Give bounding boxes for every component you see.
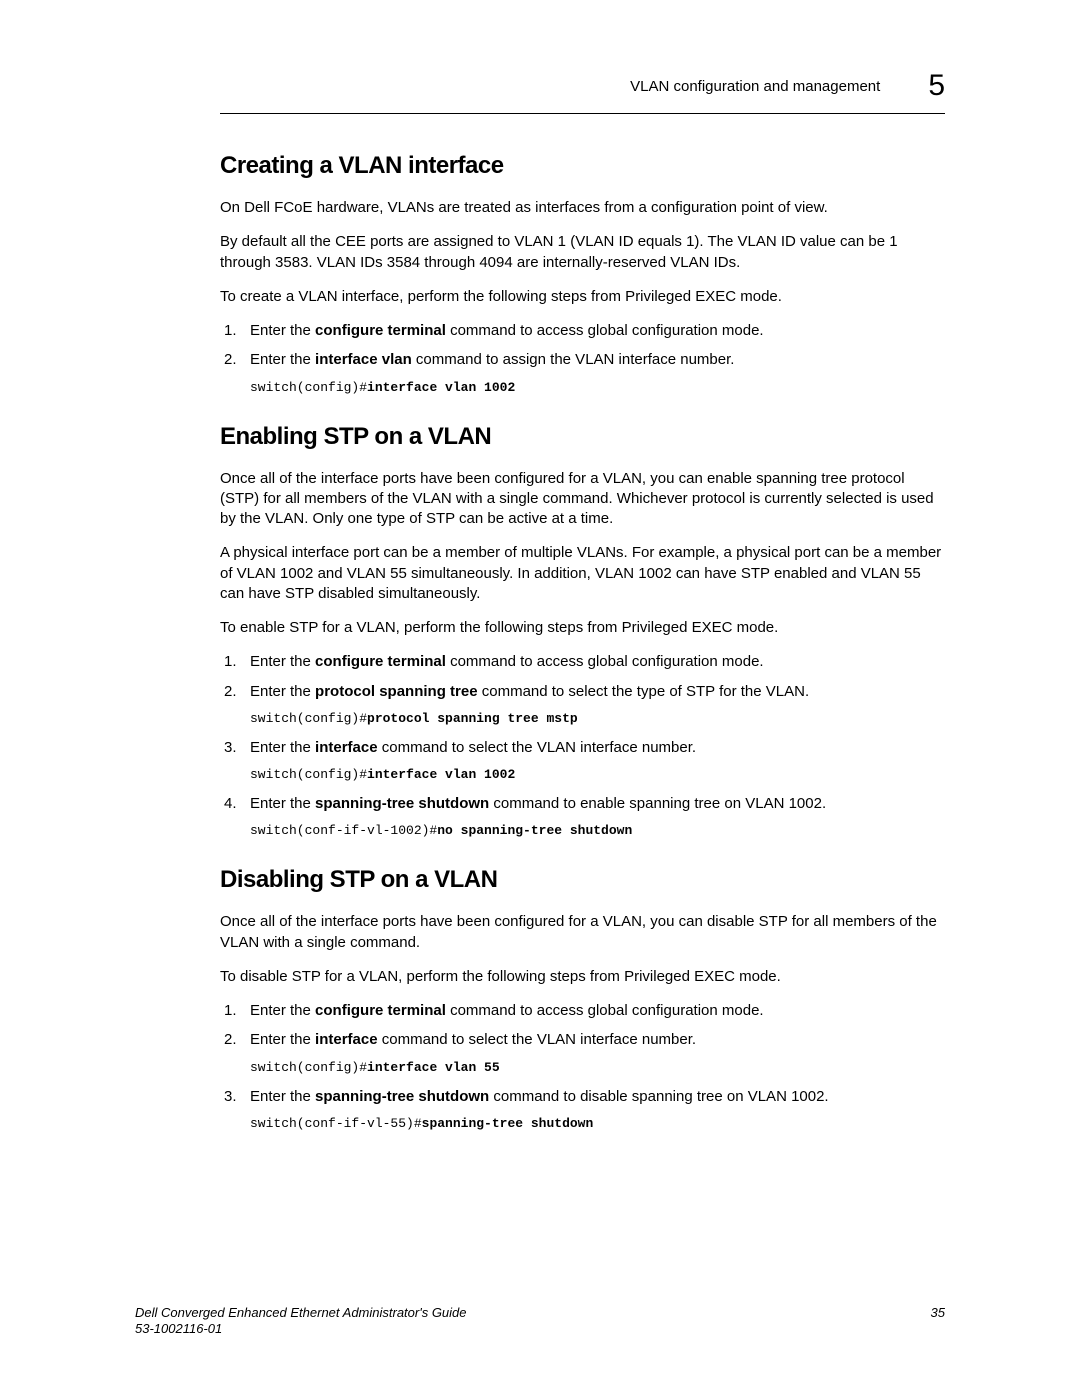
step-text-post: command to access global configuration m… [446, 322, 764, 339]
chapter-number: 5 [928, 69, 945, 103]
step-text-post: command to assign the VLAN interface num… [412, 351, 735, 368]
command-name: protocol spanning tree [315, 683, 478, 700]
code-prompt: switch(conf-if-vl-1002)# [250, 823, 437, 838]
section: Creating a VLAN interface On Dell FCoE ha… [220, 152, 945, 395]
footer-doc-title: Dell Converged Enhanced Ethernet Adminis… [135, 1305, 467, 1321]
step-item: Enter the spanning-tree shutdown command… [220, 794, 945, 814]
step-text-post: command to select the VLAN interface num… [378, 739, 697, 756]
step-list: Enter the configure terminal command to … [220, 321, 945, 395]
code-prompt: switch(config)# [250, 380, 367, 395]
page-content: VLAN configuration and management 5 Crea… [0, 0, 1080, 1131]
step-text-post: command to select the type of STP for th… [478, 683, 810, 700]
step-item: Enter the interface command to select th… [220, 1030, 945, 1050]
command-name: interface [315, 739, 378, 756]
step-text-pre: Enter the [250, 683, 315, 700]
footer-page-number: 35 [931, 1305, 945, 1320]
code-prompt: switch(config)# [250, 711, 367, 726]
code-example: switch(config)#interface vlan 55 [250, 1060, 945, 1075]
step-text-pre: Enter the [250, 653, 315, 670]
step-text-pre: Enter the [250, 351, 315, 368]
paragraph: To create a VLAN interface, perform the … [220, 287, 945, 307]
step-text-post: command to access global configuration m… [446, 653, 764, 670]
step-item: Enter the spanning-tree shutdown command… [220, 1087, 945, 1107]
paragraph: To disable STP for a VLAN, perform the f… [220, 967, 945, 987]
step-list: Enter the configure terminal command to … [220, 1001, 945, 1131]
code-example: switch(config)#interface vlan 1002 [250, 767, 945, 782]
header-rule [220, 113, 945, 114]
step-item: Enter the protocol spanning tree command… [220, 682, 945, 702]
step-text-pre: Enter the [250, 1031, 315, 1048]
code-prompt: switch(conf-if-vl-55)# [250, 1116, 422, 1131]
code-example: switch(conf-if-vl-1002)#no spanning-tree… [250, 823, 945, 838]
code-example: switch(conf-if-vl-55)#spanning-tree shut… [250, 1116, 945, 1131]
step-text-pre: Enter the [250, 322, 315, 339]
step-text-post: command to enable spanning tree on VLAN … [489, 795, 826, 812]
command-name: configure terminal [315, 322, 446, 339]
footer-doc-number: 53-1002116-01 [135, 1321, 467, 1337]
code-command: protocol spanning tree mstp [367, 711, 578, 726]
step-text-pre: Enter the [250, 1088, 315, 1105]
step-text-post: command to access global configuration m… [446, 1002, 764, 1019]
step-item: Enter the interface command to select th… [220, 738, 945, 758]
section: Disabling STP on a VLAN Once all of the i… [220, 866, 945, 1131]
step-item: Enter the configure terminal command to … [220, 1001, 945, 1021]
paragraph: By default all the CEE ports are assigne… [220, 232, 945, 273]
command-name: interface vlan [315, 351, 412, 368]
step-list: Enter the configure terminal command to … [220, 652, 945, 838]
code-command: interface vlan 1002 [367, 767, 515, 782]
step-text-post: command to disable spanning tree on VLAN… [489, 1088, 828, 1105]
command-name: interface [315, 1031, 378, 1048]
command-name: configure terminal [315, 1002, 446, 1019]
command-name: configure terminal [315, 653, 446, 670]
command-name: spanning-tree shutdown [315, 795, 489, 812]
step-item: Enter the configure terminal command to … [220, 321, 945, 341]
section-heading: Enabling STP on a VLAN [220, 423, 945, 451]
paragraph: A physical interface port can be a membe… [220, 543, 945, 604]
code-example: switch(config)#protocol spanning tree ms… [250, 711, 945, 726]
step-item: Enter the interface vlan command to assi… [220, 350, 945, 370]
footer-left: Dell Converged Enhanced Ethernet Adminis… [135, 1305, 467, 1338]
section-heading: Disabling STP on a VLAN [220, 866, 945, 894]
code-prompt: switch(config)# [250, 1060, 367, 1075]
step-text-pre: Enter the [250, 739, 315, 756]
code-prompt: switch(config)# [250, 767, 367, 782]
code-command: spanning-tree shutdown [422, 1116, 594, 1131]
page-header: VLAN configuration and management 5 [220, 65, 945, 103]
step-text-pre: Enter the [250, 1002, 315, 1019]
code-command: interface vlan 55 [367, 1060, 500, 1075]
paragraph: Once all of the interface ports have bee… [220, 469, 945, 530]
paragraph: Once all of the interface ports have bee… [220, 912, 945, 953]
command-name: spanning-tree shutdown [315, 1088, 489, 1105]
page-footer: Dell Converged Enhanced Ethernet Adminis… [135, 1305, 945, 1338]
section-heading: Creating a VLAN interface [220, 152, 945, 180]
paragraph: On Dell FCoE hardware, VLANs are treated… [220, 198, 945, 218]
step-text-post: command to select the VLAN interface num… [378, 1031, 697, 1048]
code-example: switch(config)#interface vlan 1002 [250, 380, 945, 395]
section: Enabling STP on a VLAN Once all of the in… [220, 423, 945, 839]
code-command: interface vlan 1002 [367, 380, 515, 395]
code-command: no spanning-tree shutdown [437, 823, 632, 838]
step-text-pre: Enter the [250, 795, 315, 812]
step-item: Enter the configure terminal command to … [220, 652, 945, 672]
paragraph: To enable STP for a VLAN, perform the fo… [220, 618, 945, 638]
header-title: VLAN configuration and management [630, 78, 880, 95]
